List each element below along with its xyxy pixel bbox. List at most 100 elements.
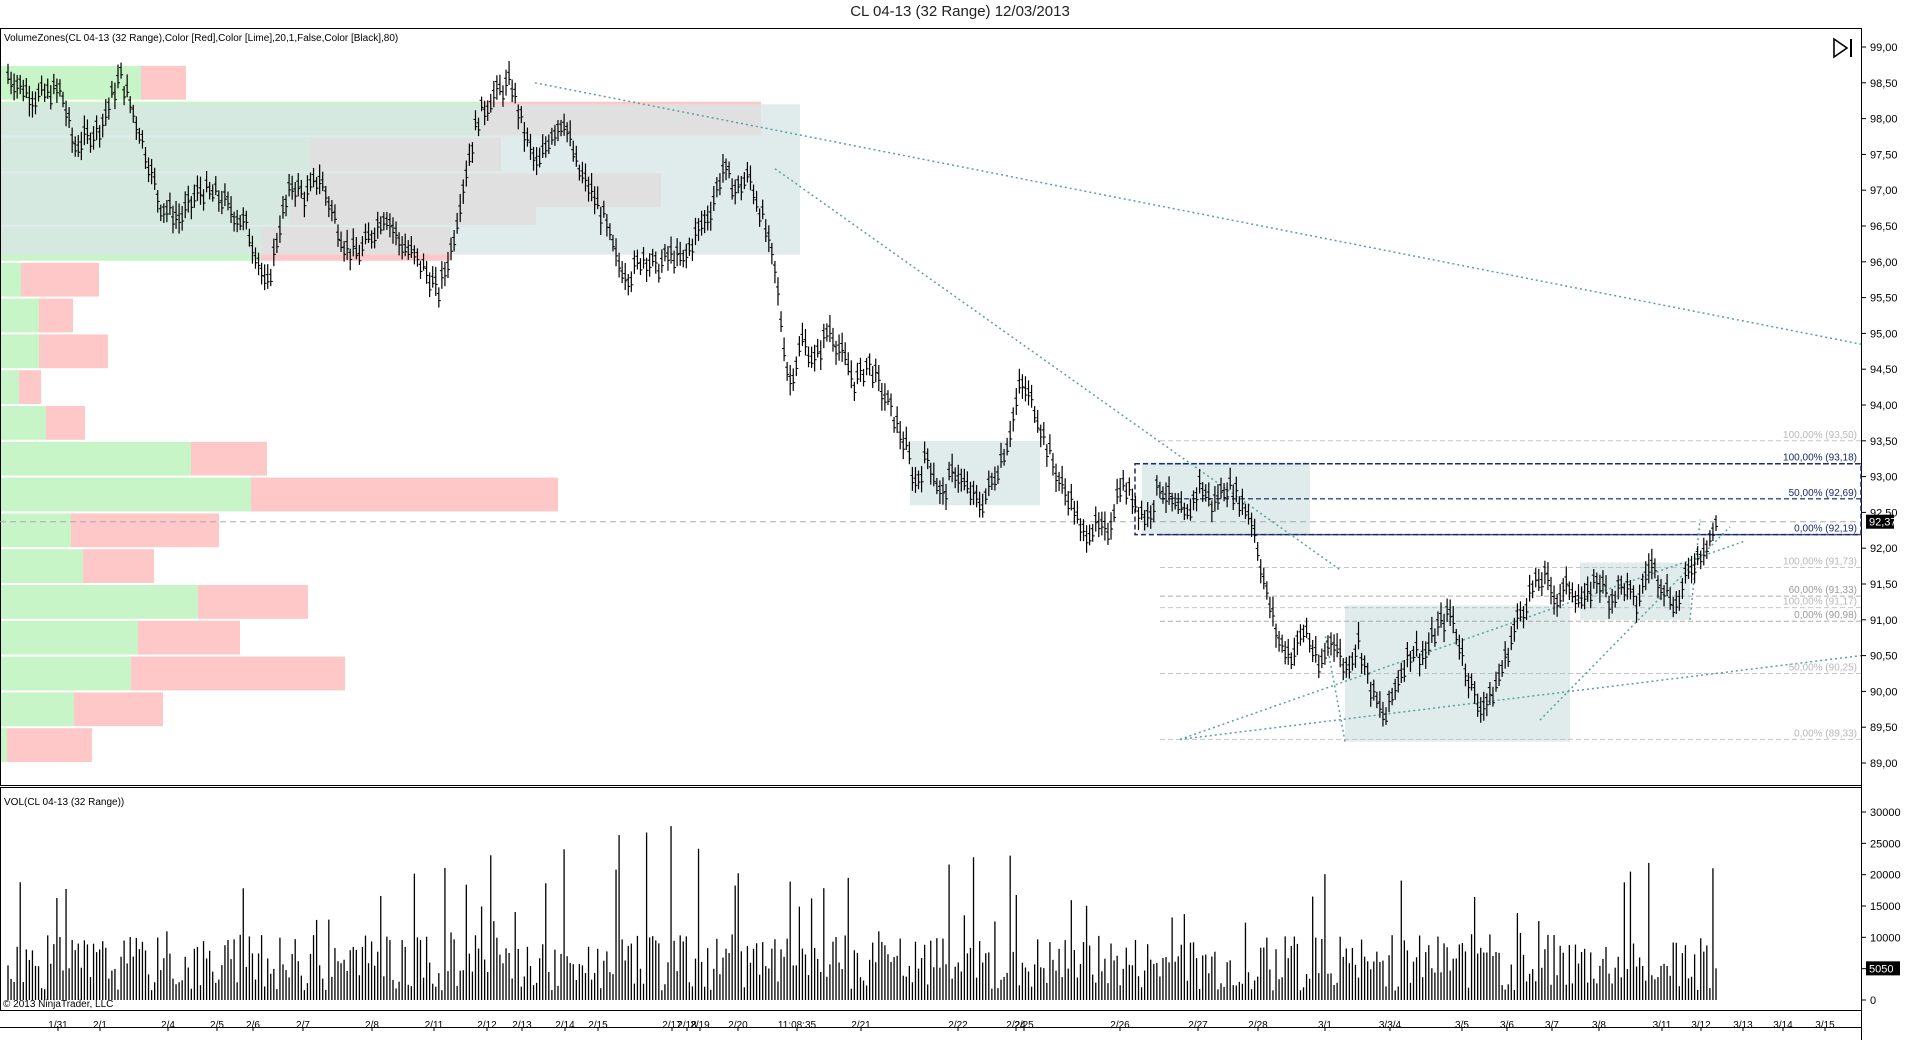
price-axis-label: 98,50 xyxy=(1870,78,1898,90)
price-axis-label: 91,00 xyxy=(1870,615,1898,627)
volume-zone-sell xyxy=(141,65,186,100)
time-axis-label: 2/6 xyxy=(246,1020,260,1031)
fib-level-label: 60,00% (91,33) xyxy=(1789,585,1857,596)
time-axis-label: 2/4 xyxy=(161,1020,175,1031)
time-axis-label: 1/31 xyxy=(48,1020,68,1031)
price-axis-label: 89,50 xyxy=(1870,722,1898,734)
time-axis-label: 2/1 xyxy=(93,1020,107,1031)
indicator-label: VolumeZones(CL 04-13 (32 Range),Color [R… xyxy=(4,33,399,44)
fib-level-label: 0,00% (90,98) xyxy=(1794,610,1857,621)
time-axis-label: 3/6 xyxy=(1500,1020,1514,1031)
price-axis-label: 89,00 xyxy=(1870,758,1898,770)
time-axis-label: 3/15 xyxy=(1815,1020,1835,1031)
fib-level-label: 50,00% (90,25) xyxy=(1789,663,1857,674)
price-axis-label: 90,00 xyxy=(1870,686,1898,698)
volume-zone-sell xyxy=(74,692,163,727)
volume-zone-buy xyxy=(1,692,74,727)
trendline xyxy=(1179,654,1862,741)
price-axis-label: 95,50 xyxy=(1870,293,1898,305)
volume-zone-buy xyxy=(1,656,131,691)
time-axis-label: 2/7 xyxy=(296,1020,310,1031)
volume-zone-buy xyxy=(1,65,141,100)
trendline xyxy=(534,82,1862,345)
fib-level-label: 100,00% (91,17) xyxy=(1783,597,1857,608)
volume-zone-buy xyxy=(1,370,19,404)
skip-forward-icon[interactable] xyxy=(1832,37,1854,59)
time-axis-label: 2/15 xyxy=(588,1020,608,1031)
volume-zone-sell xyxy=(39,298,73,333)
window-title: CL 04-13 (32 Range) 12/03/2013 xyxy=(850,3,1070,20)
volume-zone-sell xyxy=(198,585,308,619)
time-axis-label: 2/5 xyxy=(210,1020,224,1031)
time-axis-label: 2/27 xyxy=(1188,1020,1208,1031)
time-axis-label: 2/18 xyxy=(677,1020,697,1031)
value-area-box xyxy=(1580,562,1690,620)
volume-axis-label: 0 xyxy=(1870,995,1876,1007)
price-axis-label: 96,50 xyxy=(1870,221,1898,233)
volume-zone-sell xyxy=(71,513,219,548)
price-axis-label: 91,50 xyxy=(1870,579,1898,591)
fib-level-label: 50,00% (92,69) xyxy=(1789,488,1857,499)
volume-zone-buy xyxy=(1,513,71,548)
volume-zone-sell xyxy=(46,406,85,440)
volume-zone-buy xyxy=(1,298,39,333)
price-axis-label: 96,00 xyxy=(1870,257,1898,269)
time-axis-label: 3/11 xyxy=(1653,1020,1672,1031)
volume-axis-label: 30000 xyxy=(1870,807,1901,819)
price-axis-label: 95,00 xyxy=(1870,328,1898,340)
price-axis-label: 97,00 xyxy=(1870,185,1898,197)
volume-zone-buy xyxy=(1,334,39,369)
value-area-box xyxy=(1,104,800,255)
time-axis-label: 2/13 xyxy=(512,1020,532,1031)
volume-zone-sell xyxy=(7,728,92,762)
price-axis-label: 92,00 xyxy=(1870,543,1898,555)
volume-zone-buy xyxy=(1,406,46,440)
volume-axis-label: 20000 xyxy=(1870,870,1901,882)
price-axis-label: 93,00 xyxy=(1870,472,1898,484)
fib-level-label: 100,00% (93,18) xyxy=(1783,453,1857,464)
price-axis-label: 97,50 xyxy=(1870,149,1898,161)
fib-level-label: 100,00% (93,50) xyxy=(1783,430,1857,441)
volume-zone-sell xyxy=(138,620,240,655)
price-axis-label: 98,00 xyxy=(1870,114,1898,126)
volume-zone-buy xyxy=(1,549,83,583)
volume-zone-buy xyxy=(1,728,7,762)
time-axis-label: 3/13 xyxy=(1733,1020,1753,1031)
time-axis-label: 2/19 xyxy=(690,1020,710,1031)
price-axis-label: 94,50 xyxy=(1870,364,1898,376)
price-axis-label: 94,00 xyxy=(1870,400,1898,412)
time-axis-label: 2/22 xyxy=(948,1020,968,1031)
time-axis-label: 3/3/4 xyxy=(1379,1020,1402,1031)
price-axis-label: 90,50 xyxy=(1870,651,1898,663)
volume-zone-sell xyxy=(83,549,154,583)
time-axis-label: 2/11 xyxy=(425,1020,444,1031)
time-axis-label: 2/20 xyxy=(728,1020,748,1031)
time-axis-label: 3/12 xyxy=(1691,1020,1711,1031)
time-axis-label: 2/17 xyxy=(662,1020,682,1031)
volume-zone-sell xyxy=(131,656,345,691)
copyright-text: © 2013 NinjaTrader, LLC xyxy=(3,999,114,1010)
time-axis-label: 2/12 xyxy=(477,1020,497,1031)
last-volume-marker xyxy=(1866,961,1900,976)
volume-zone-sell xyxy=(19,370,41,404)
volume-zone-buy xyxy=(1,262,21,297)
time-axis-label: 11:08:35 xyxy=(778,1020,817,1031)
volume-zone-sell xyxy=(21,262,99,297)
volume-axis-label: 10000 xyxy=(1870,932,1901,944)
volume-zone-sell xyxy=(39,334,108,369)
time-axis-label: 2/14 xyxy=(555,1020,575,1031)
time-axis-label: 3/8 xyxy=(1592,1020,1606,1031)
last-price-label: 92,37 xyxy=(1869,517,1897,529)
time-axis-label: 2/26 xyxy=(1110,1020,1130,1031)
volume-zone-buy xyxy=(1,620,138,655)
time-axis-label: 3/14 xyxy=(1773,1020,1793,1031)
price-axis-label: 99,00 xyxy=(1870,42,1898,54)
trendline xyxy=(774,168,1341,571)
fib-level-label: 100,00% (91,73) xyxy=(1783,557,1857,568)
volume-panel-label: VOL(CL 04-13 (32 Range)) xyxy=(4,797,125,808)
volume-axis-label: 25000 xyxy=(1870,838,1901,850)
volume-zone-buy xyxy=(1,585,198,619)
fib-level-label: 0,00% (89,33) xyxy=(1794,728,1857,739)
